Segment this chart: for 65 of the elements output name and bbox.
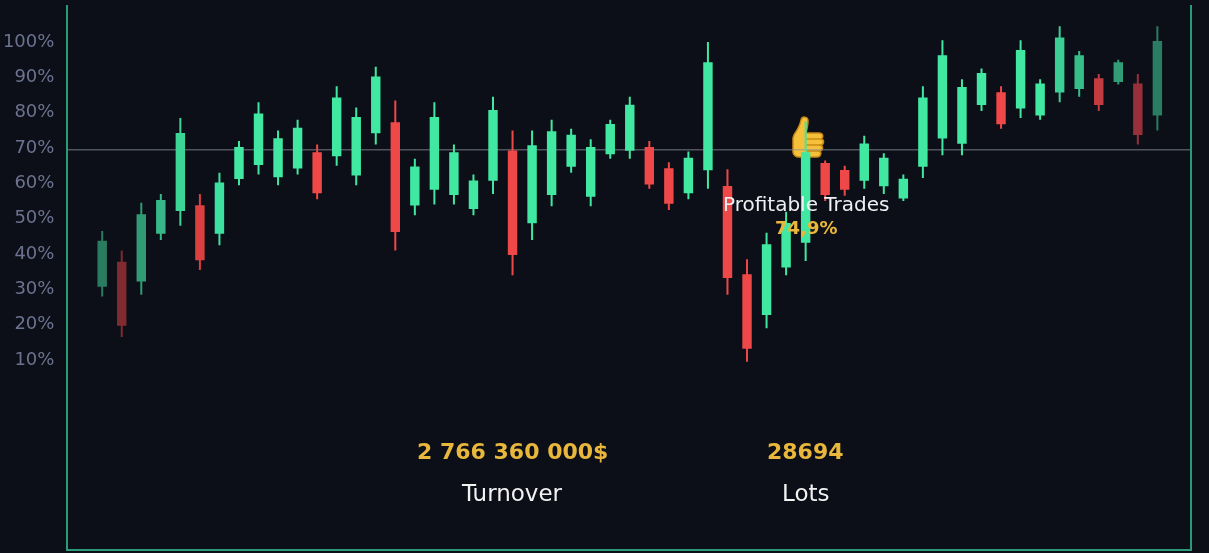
candlestick xyxy=(546,118,557,208)
candlestick xyxy=(879,152,889,195)
candlestick xyxy=(175,117,186,227)
candlestick xyxy=(1015,39,1026,120)
candlestick xyxy=(898,173,909,203)
candlestick xyxy=(351,106,361,187)
candlestick xyxy=(468,173,479,217)
y-tick-label: 60% xyxy=(14,170,55,192)
candlestick xyxy=(1094,72,1104,112)
candlestick xyxy=(976,67,987,112)
candlestick xyxy=(937,39,948,157)
candlestick xyxy=(312,143,322,201)
candlestick xyxy=(1113,58,1123,86)
y-tick-label: 50% xyxy=(14,206,55,228)
candlestick xyxy=(1035,78,1045,121)
y-tick-label: 40% xyxy=(14,241,55,263)
y-tick-label: 30% xyxy=(14,276,55,298)
candlestick xyxy=(507,129,518,277)
y-tick-label: 80% xyxy=(14,100,55,122)
candlestick xyxy=(449,143,459,206)
candlestick xyxy=(234,140,244,187)
candlestick xyxy=(585,138,596,208)
y-tick-label: 20% xyxy=(14,312,55,334)
annotation: Lots xyxy=(782,480,830,506)
candlestick xyxy=(761,231,772,330)
candlestick xyxy=(703,41,713,190)
candlestick xyxy=(527,129,537,241)
candlestick xyxy=(371,65,381,146)
y-tick-label: 70% xyxy=(14,135,55,157)
candlestick xyxy=(195,192,205,271)
candlestick xyxy=(136,201,146,296)
candlestick xyxy=(429,101,440,206)
candlestick xyxy=(644,140,655,190)
candlestick xyxy=(1152,25,1163,132)
candlestick xyxy=(625,95,635,160)
annotation: Turnover xyxy=(461,480,563,506)
candlestick xyxy=(1074,49,1084,98)
candlestick xyxy=(859,134,869,190)
candlestick xyxy=(410,157,420,217)
candlestick xyxy=(840,164,850,197)
y-tick-label: 10% xyxy=(14,347,55,369)
candlestick xyxy=(214,171,225,247)
candlestick xyxy=(156,192,166,241)
candlestick xyxy=(1054,25,1065,104)
candlestick xyxy=(566,127,576,174)
candlestick xyxy=(488,95,498,195)
y-tick-label: 100% xyxy=(2,29,55,51)
annotation: 2 766 360 000$ xyxy=(417,439,609,464)
annotation: 28694 xyxy=(767,439,844,464)
candlestick xyxy=(996,85,1006,130)
candlestick xyxy=(683,150,694,201)
candlestick xyxy=(918,85,928,180)
candlestick xyxy=(97,230,107,298)
candlestick xyxy=(292,118,303,176)
candlestick xyxy=(253,101,264,176)
candlestick xyxy=(331,85,342,167)
candlestick xyxy=(742,258,752,363)
y-tick-label: 90% xyxy=(14,64,55,86)
candlestick xyxy=(1133,72,1143,146)
candlestick xyxy=(664,161,674,211)
candlestick xyxy=(605,118,615,160)
candlestick xyxy=(273,129,283,187)
candlestick xyxy=(117,249,127,339)
candlestick xyxy=(957,78,967,157)
candlestick xyxy=(390,99,401,252)
